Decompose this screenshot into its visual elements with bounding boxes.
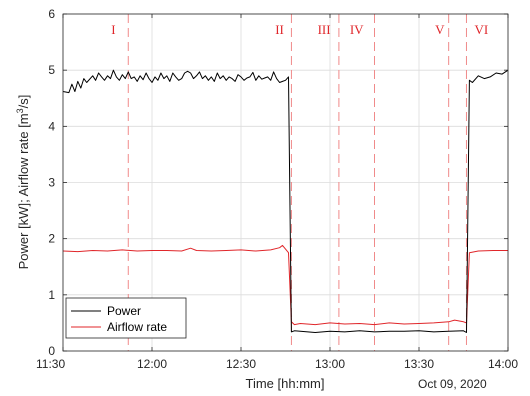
phase-label: II xyxy=(275,22,284,37)
x-tick-label: 14:00 xyxy=(488,357,518,371)
phase-label: V xyxy=(435,22,445,37)
phase-labels: I II III IV V VI xyxy=(111,22,488,37)
y-axis-label: Power [kW]; Airflow rate [m3/s] xyxy=(15,95,31,270)
y-tick-label: 0 xyxy=(48,344,55,358)
y-tick-label: 4 xyxy=(48,119,55,133)
date-label: Oct 09, 2020 xyxy=(418,377,487,391)
x-axis-label: Time [hh:mm] xyxy=(246,376,325,391)
phase-label: I xyxy=(111,22,115,37)
y-tick-label: 3 xyxy=(48,176,55,190)
x-tick-label: 12:30 xyxy=(226,357,256,371)
series-line-power xyxy=(62,69,509,333)
x-tick-label: 13:30 xyxy=(404,357,434,371)
phase-label: IV xyxy=(350,22,364,37)
phase-label: III xyxy=(318,22,331,37)
axis-ticks: 11:30 12:00 12:30 13:00 13:30 14:00 0 1 2 3 4 5 6 xyxy=(36,7,518,371)
legend-label-power: Power xyxy=(107,304,141,318)
grid xyxy=(62,13,509,352)
x-tick-label: 13:00 xyxy=(315,357,345,371)
legend-label-airflow: Airflow rate xyxy=(107,320,167,334)
y-tick-label: 6 xyxy=(48,7,55,21)
y-tick-label: 5 xyxy=(48,63,55,77)
series-lines xyxy=(62,69,509,333)
x-tick-label: 12:00 xyxy=(137,357,167,371)
y-tick-label: 2 xyxy=(48,232,55,246)
phase-label: VI xyxy=(474,22,488,37)
legend-box xyxy=(65,297,187,339)
legend: Power Airflow rate xyxy=(65,297,187,339)
x-tick-label: 11:30 xyxy=(36,357,65,371)
y-tick-label: 1 xyxy=(48,288,55,302)
